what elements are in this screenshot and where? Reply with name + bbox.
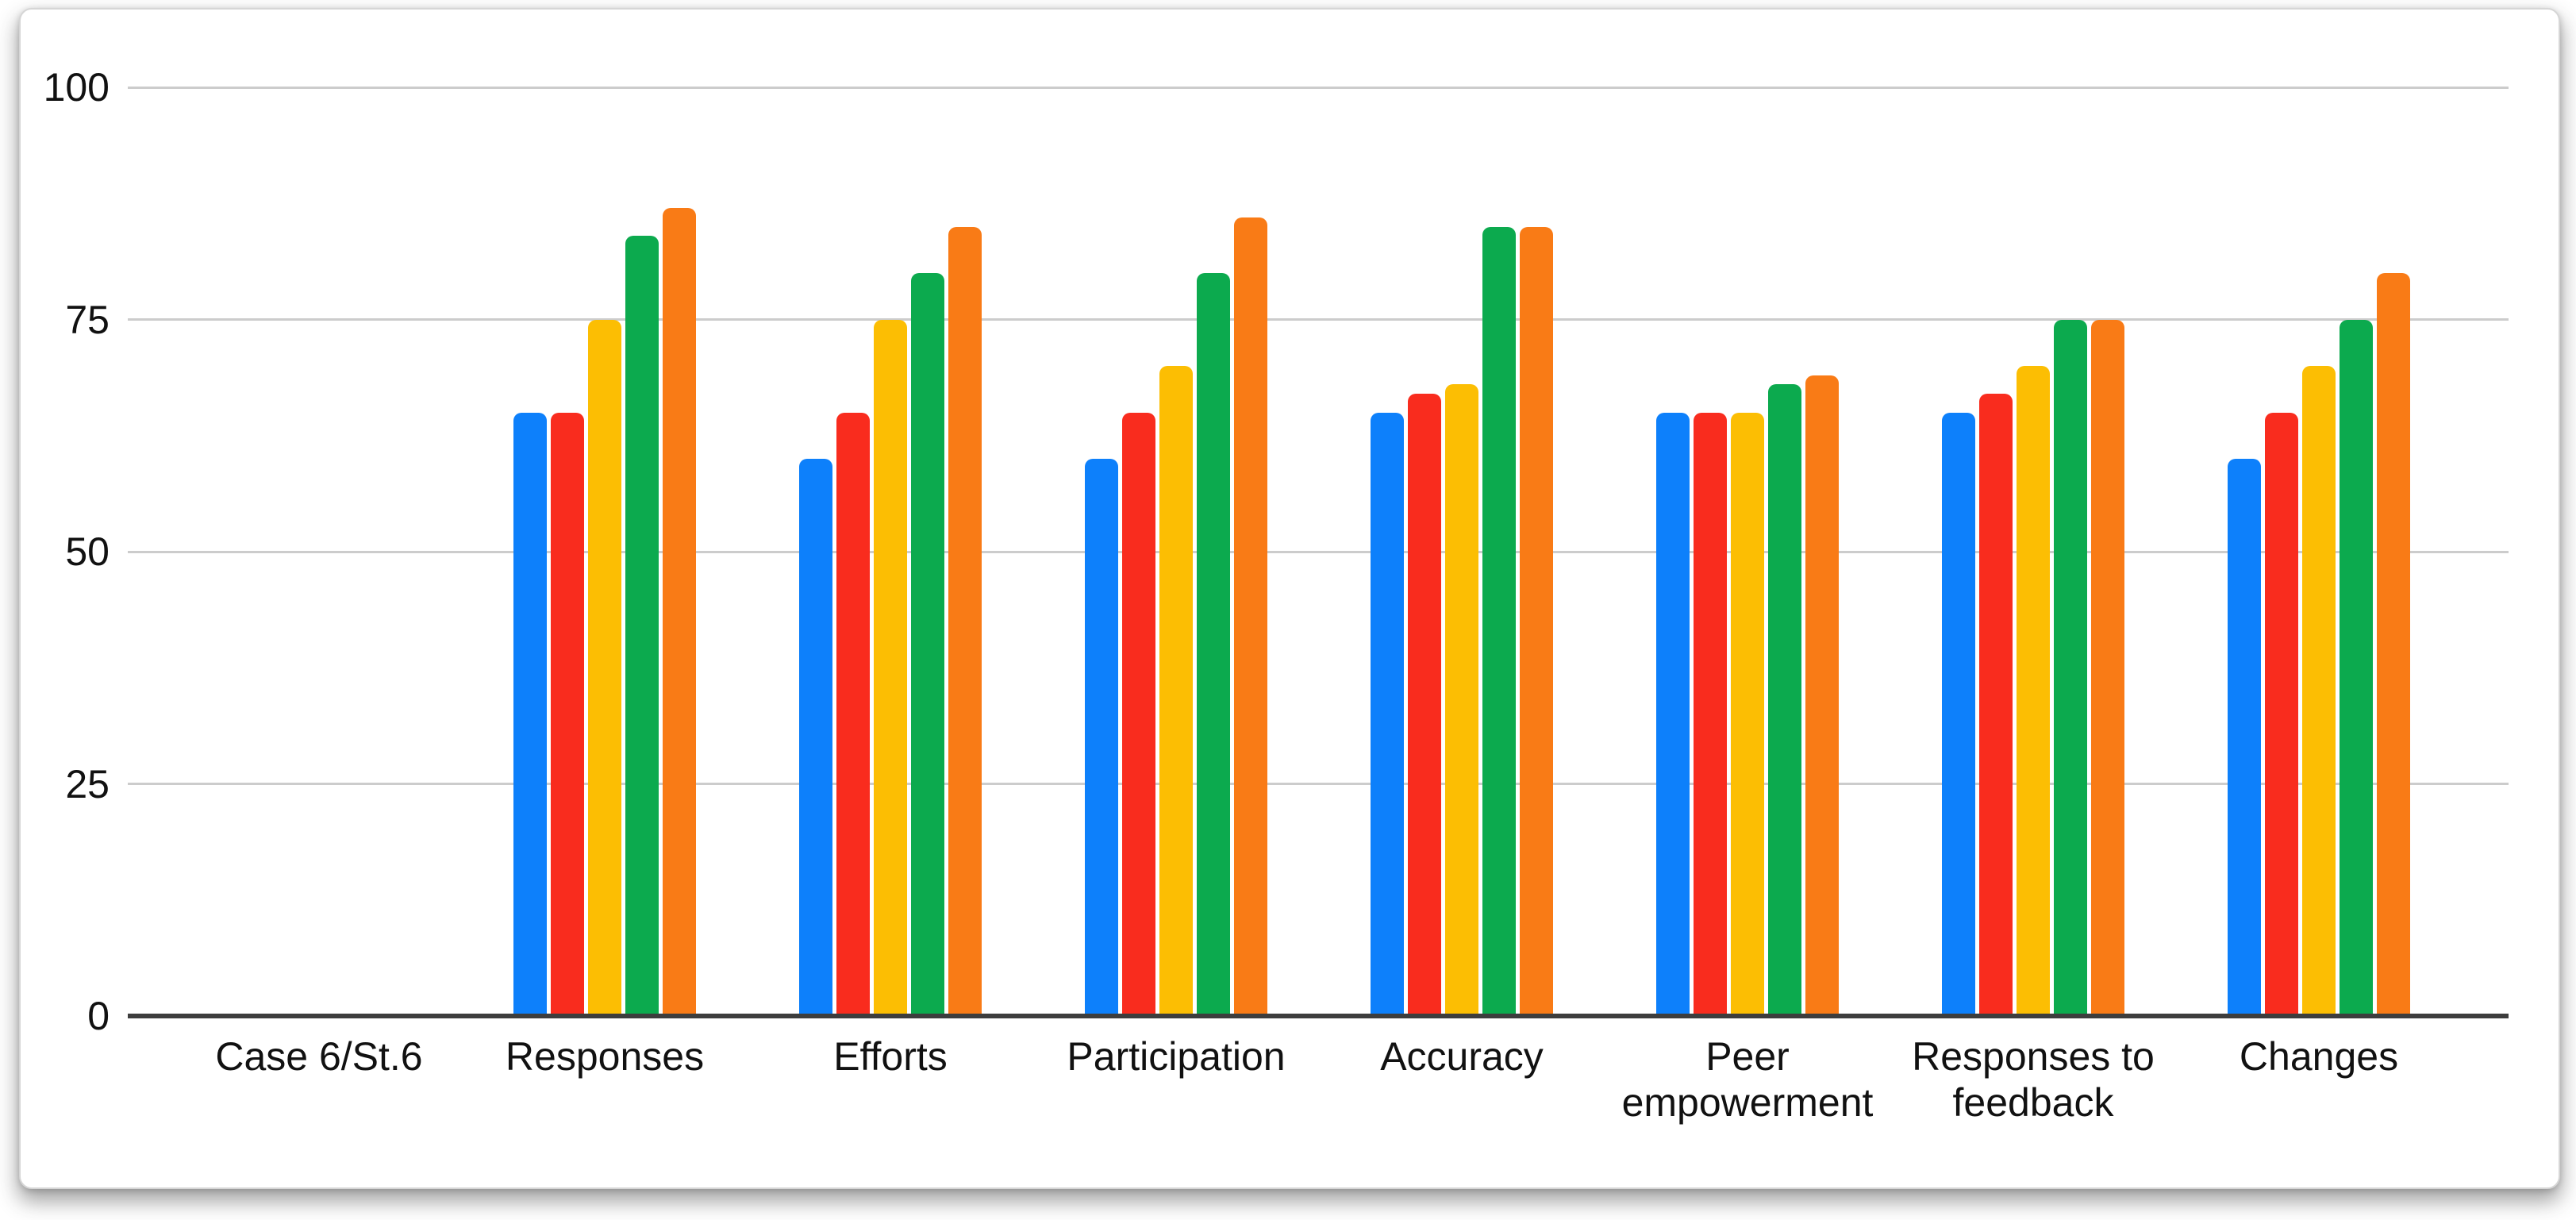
x-axis-category-label-6: Responses to feedback <box>1912 1034 2155 1125</box>
category-band-5 <box>1605 10 1890 1016</box>
bar-series2-category5 <box>1694 412 1727 1016</box>
bar-series2-category2 <box>836 412 870 1016</box>
bar-series5-category3 <box>1234 217 1267 1016</box>
y-axis-tick-label-75: 75 <box>65 297 110 342</box>
bar-series3-category3 <box>1159 366 1193 1016</box>
bar-series3-category2 <box>874 319 907 1016</box>
x-axis-category-label-3: Participation <box>1067 1034 1286 1079</box>
category-band-6 <box>1890 10 2176 1016</box>
bar-series1-category2 <box>799 459 832 1016</box>
category-band-1 <box>462 10 748 1016</box>
bar-series4-category4 <box>1482 226 1516 1016</box>
bar-series1-category6 <box>1942 412 1975 1016</box>
bar-series5-category4 <box>1520 226 1553 1016</box>
category-band-4 <box>1319 10 1605 1016</box>
bar-series2-category7 <box>2265 412 2298 1016</box>
bar-series1-category4 <box>1371 412 1404 1016</box>
bar-series2-category3 <box>1122 412 1155 1016</box>
bar-series4-category3 <box>1197 273 1230 1016</box>
x-axis-category-label-4: Accuracy <box>1380 1034 1544 1079</box>
bar-series5-category5 <box>1805 375 1839 1016</box>
bar-series4-category2 <box>911 273 944 1016</box>
gridline-50 <box>128 550 2509 553</box>
x-axis-category-label-5: Peer empowerment <box>1621 1034 1874 1125</box>
gridline-100 <box>128 86 2509 89</box>
x-axis-category-label-1: Responses <box>505 1034 705 1079</box>
chart-card: 0 25 50 75 100 Case 6/St.6 Responses Efforts Par… <box>19 8 2560 1189</box>
plot-area: 0 25 50 75 100 Case 6/St.6 Responses Efforts Par… <box>21 10 2559 1187</box>
bar-series1-category5 <box>1656 412 1690 1016</box>
bar-series3-category1 <box>588 319 621 1016</box>
y-axis-tick-label-50: 50 <box>65 529 110 574</box>
bar-series4-category1 <box>625 236 659 1016</box>
y-axis-tick-label-0: 0 <box>87 994 110 1038</box>
y-axis-tick-label-25: 25 <box>65 761 110 806</box>
x-axis-category-label-2: Efforts <box>833 1034 948 1079</box>
bar-series2-category1 <box>551 412 584 1016</box>
gridline-75 <box>128 318 2509 321</box>
bar-series4-category5 <box>1768 384 1801 1016</box>
bar-series2-category4 <box>1408 394 1441 1016</box>
category-band-0 <box>176 10 462 1016</box>
bar-series3-category7 <box>2302 366 2336 1016</box>
bar-series3-category4 <box>1445 384 1478 1016</box>
bar-series5-category2 <box>948 226 982 1016</box>
bar-series4-category6 <box>2054 319 2087 1016</box>
bar-series1-category3 <box>1085 459 1118 1016</box>
gridline-25 <box>128 783 2509 785</box>
y-axis-tick-label-100: 100 <box>43 65 110 110</box>
x-axis-baseline <box>128 1014 2509 1018</box>
bar-series1-category7 <box>2228 459 2261 1016</box>
bar-series1-category1 <box>513 412 547 1016</box>
category-band-3 <box>1033 10 1319 1016</box>
bar-series4-category7 <box>2340 319 2373 1016</box>
x-axis-category-label-7: Changes <box>2239 1034 2399 1079</box>
bar-series5-category6 <box>2091 319 2124 1016</box>
bar-series3-category6 <box>2017 366 2050 1016</box>
category-band-7 <box>2176 10 2462 1016</box>
bar-series5-category7 <box>2377 273 2410 1016</box>
bar-series5-category1 <box>663 208 696 1016</box>
category-band-2 <box>748 10 1033 1016</box>
bar-series3-category5 <box>1731 412 1764 1016</box>
bar-series2-category6 <box>1979 394 2013 1016</box>
x-axis-category-label-0: Case 6/St.6 <box>215 1034 423 1079</box>
